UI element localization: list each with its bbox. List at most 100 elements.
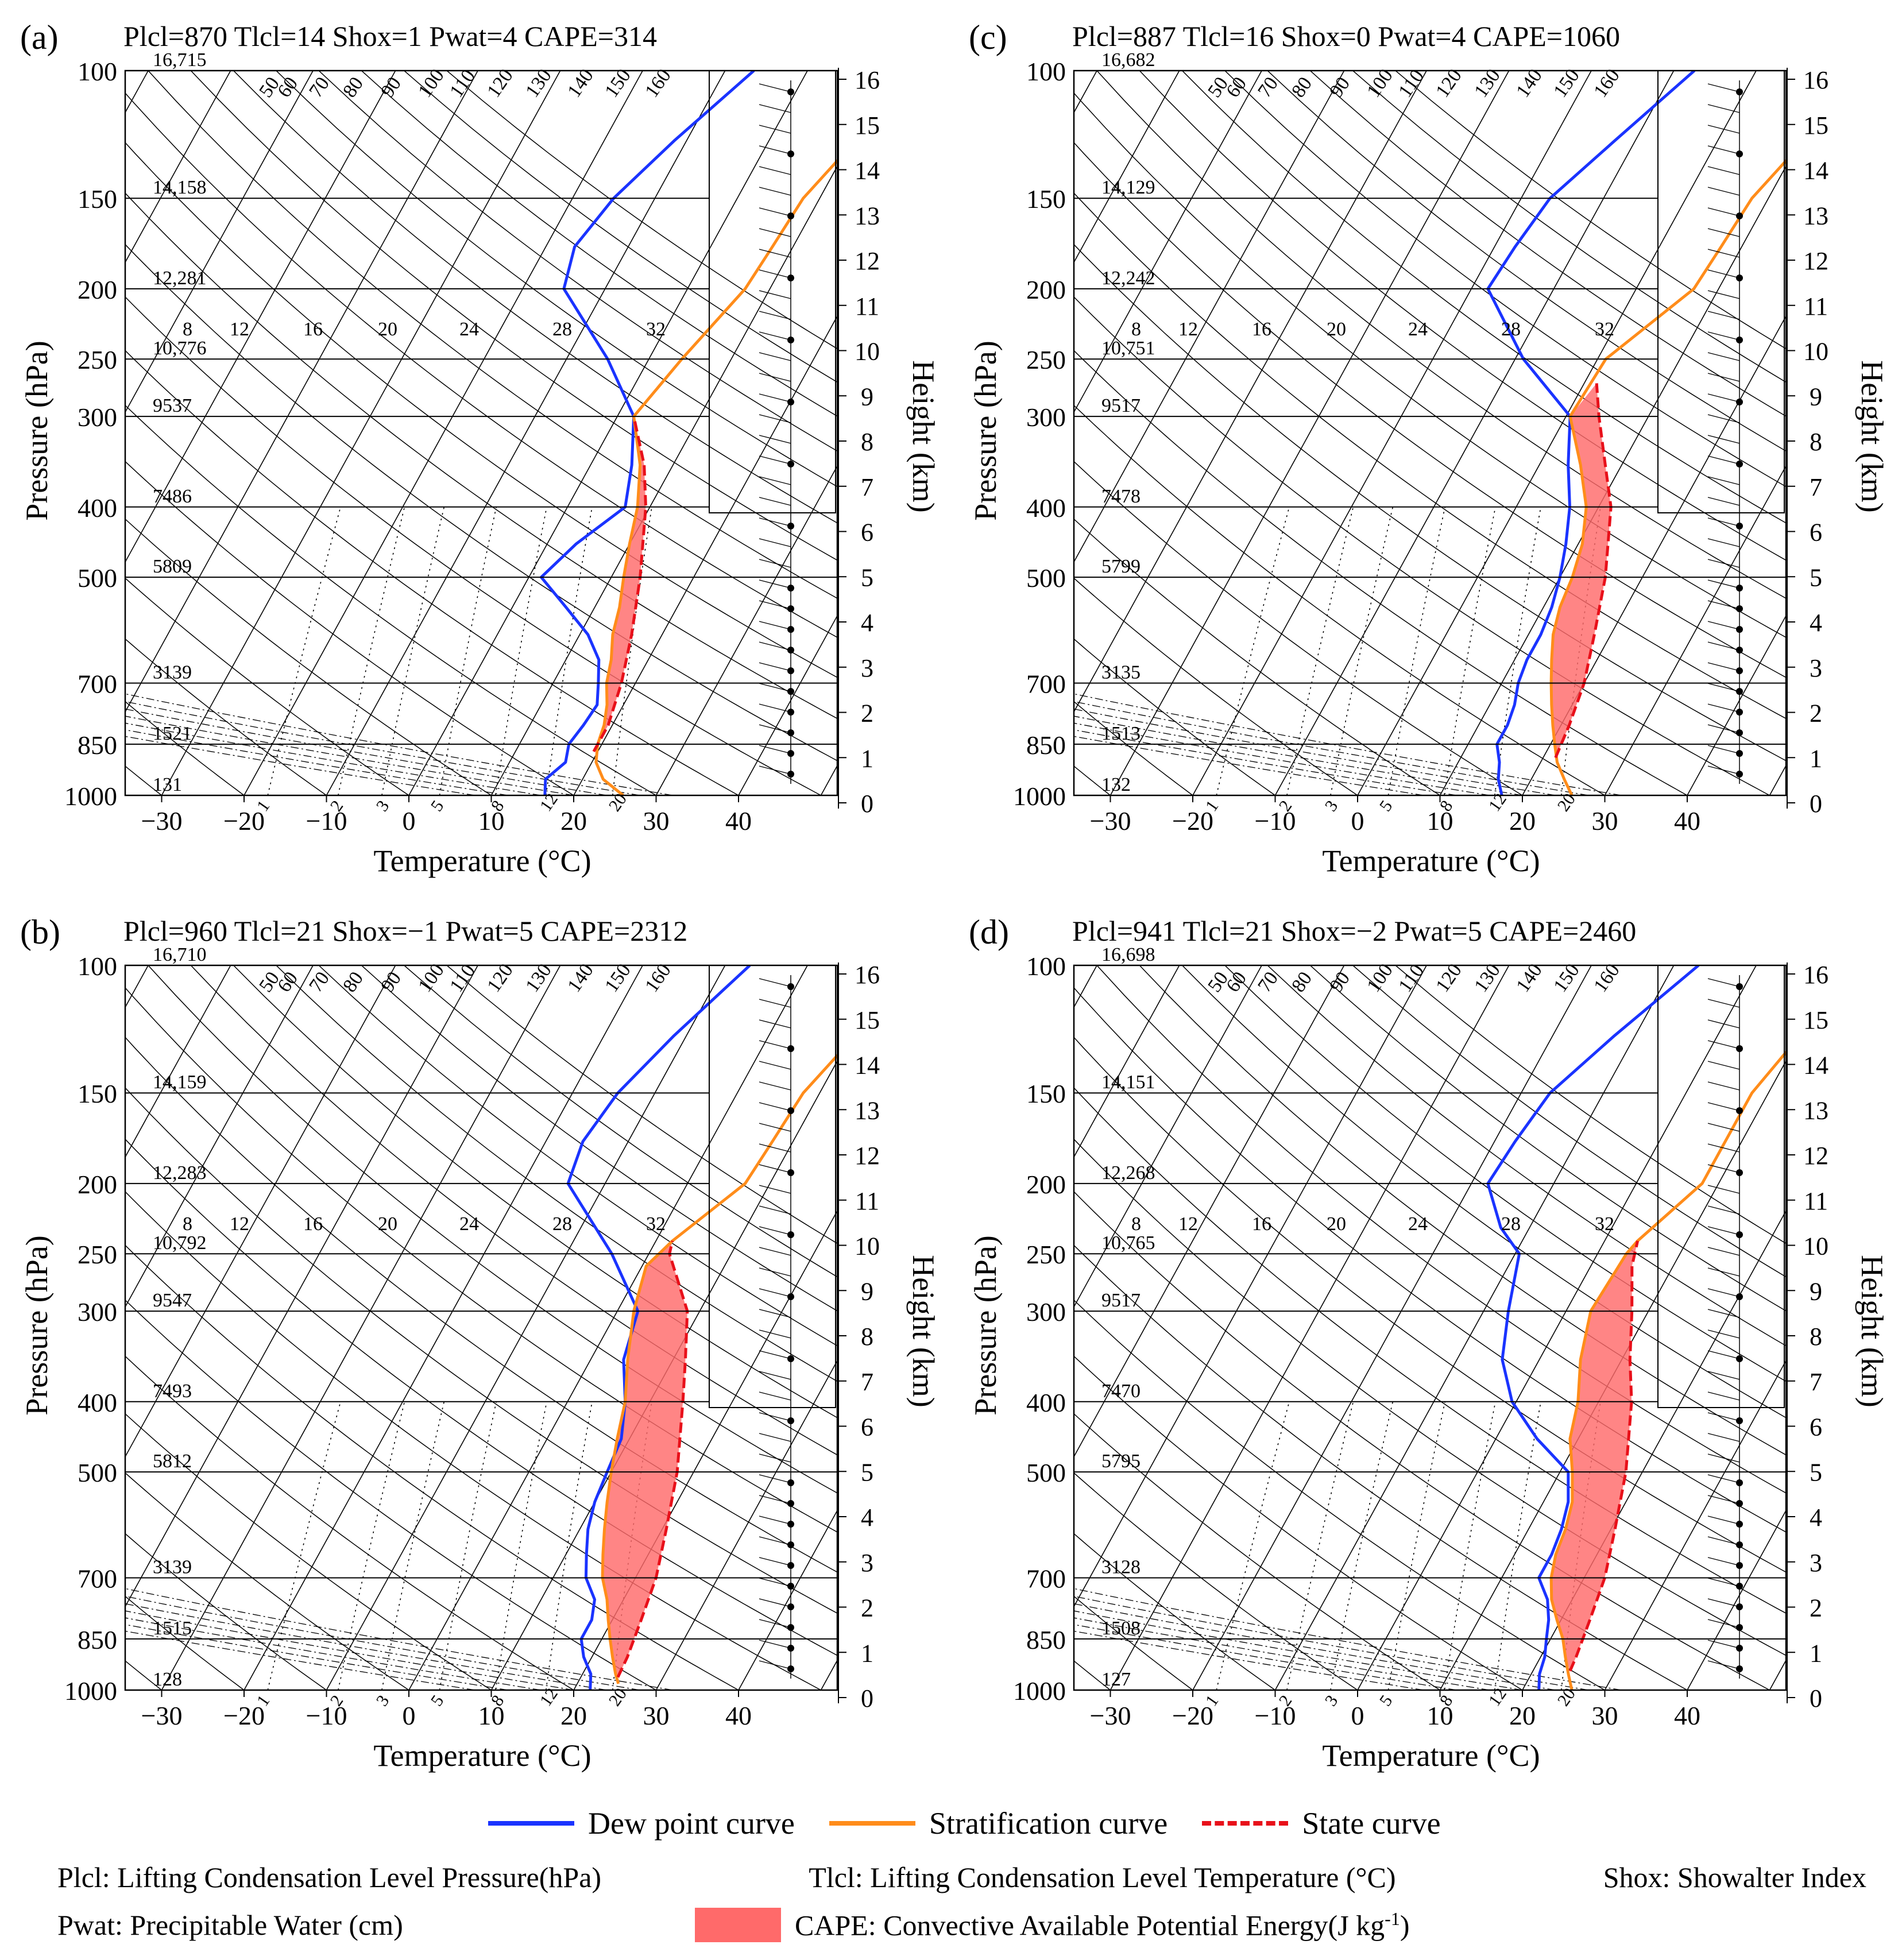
isotherm-line — [490, 165, 837, 795]
wind-barb — [759, 1474, 791, 1483]
wind-barb — [1707, 1474, 1740, 1483]
height-tick-label: 4 — [1810, 1503, 1822, 1532]
wind-barb — [1707, 1226, 1740, 1235]
mixing-ratio-label: 12 — [1485, 790, 1510, 815]
pressure-tick-label: 850 — [78, 730, 117, 760]
temp-tick-label: −20 — [223, 806, 265, 836]
x-axis-title: Temperature (°C) — [373, 1738, 591, 1773]
wind-barb — [1707, 1619, 1740, 1628]
geopotential-label: 12,281 — [153, 268, 207, 289]
wind-barb — [759, 1391, 791, 1401]
height-tick-label: 11 — [1804, 1187, 1828, 1215]
height-tick-label: 10 — [855, 1232, 880, 1261]
temp-tick-label: 30 — [643, 806, 670, 836]
x-axis-title: Temperature (°C) — [373, 844, 591, 878]
mixing-ratio-label: 20 — [1554, 1685, 1579, 1710]
height-tick-label: 14 — [1803, 1051, 1828, 1080]
height-tick-label: 15 — [1803, 111, 1828, 140]
geopotential-label: 127 — [1101, 1669, 1131, 1690]
wind-barb — [1707, 1371, 1740, 1380]
isotherm-line — [125, 71, 231, 264]
pressure-tick-label: 100 — [1026, 57, 1066, 86]
isotherm-line — [1687, 614, 1786, 795]
wind-barb — [759, 1640, 791, 1649]
isotherm-line — [1074, 965, 1262, 1308]
wind-barb — [1707, 104, 1740, 113]
wind-barb — [1707, 538, 1740, 547]
wind-barb — [759, 621, 791, 630]
geopotential-label: 1508 — [1101, 1618, 1141, 1639]
wind-barb — [759, 1329, 791, 1339]
y2-axis-title: Height (km) — [1855, 1255, 1889, 1407]
wind-barb — [1707, 766, 1740, 775]
height-tick-label: 13 — [855, 202, 880, 230]
moist-adiabat-label: 8 — [1131, 1213, 1141, 1235]
isotherm-line — [1274, 71, 1675, 795]
height-tick-label: 15 — [1803, 1006, 1828, 1034]
wind-barb — [1707, 579, 1740, 589]
isotherm-line — [820, 1659, 837, 1690]
dry-adiabat — [361, 71, 837, 417]
height-tick-label: 4 — [861, 1503, 873, 1532]
legend-shox: Shox: Showalter Index — [1603, 1861, 1866, 1893]
height-tick-label: 13 — [1803, 202, 1828, 230]
pressure-tick-label: 700 — [1026, 1564, 1066, 1594]
y-axis-title: Pressure (hPa) — [20, 341, 54, 520]
panel-label: (c) — [969, 18, 1007, 56]
wind-barb — [1707, 1185, 1740, 1194]
temp-tick-label: −30 — [141, 1701, 183, 1730]
temp-tick-label: 30 — [1592, 1701, 1618, 1730]
legend-cape-sup: -1 — [1385, 1908, 1400, 1929]
wind-barb — [1707, 311, 1740, 320]
wind-barb — [759, 559, 791, 568]
dry-adiabat — [125, 1190, 821, 1690]
isotherm-line — [125, 71, 478, 713]
wind-barb — [759, 1412, 791, 1421]
pressure-tick-label: 150 — [1026, 1079, 1066, 1108]
state-curve — [592, 416, 647, 752]
moist-adiabat — [125, 1617, 541, 1690]
wind-barb — [1707, 1019, 1740, 1029]
height-tick-label: 7 — [861, 1368, 873, 1396]
legend-state: State curve — [1202, 1806, 1441, 1841]
height-tick-label: 6 — [861, 519, 873, 547]
pressure-tick-label: 250 — [78, 1240, 117, 1269]
geopotential-label: 7478 — [1101, 486, 1141, 507]
wind-barb — [759, 703, 791, 713]
pressure-tick-label: 200 — [1026, 275, 1066, 304]
wind-barb — [1707, 1660, 1740, 1669]
moist-adiabat-label: 12 — [230, 319, 249, 340]
geopotential-label: 128 — [153, 1669, 182, 1690]
geopotential-label: 10,751 — [1101, 338, 1155, 359]
isotherm-line — [1604, 1359, 1786, 1690]
temp-tick-label: −30 — [1090, 1701, 1131, 1730]
height-tick-label: 5 — [861, 563, 873, 592]
plot-frame — [1073, 964, 1787, 1691]
height-tick-label: 10 — [1803, 1232, 1828, 1261]
wind-barb — [759, 311, 791, 320]
cape-swatch — [695, 1908, 781, 1942]
wind-barb — [759, 1143, 791, 1153]
moist-adiabat — [1074, 693, 1622, 795]
geopotential-label: 14,159 — [153, 1072, 207, 1093]
geopotential-label: 5795 — [1101, 1451, 1141, 1472]
wind-barb — [759, 600, 791, 609]
temp-tick-label: 40 — [1674, 806, 1700, 836]
isotherm-line — [369, 71, 767, 795]
dry-adiabat — [404, 965, 837, 1278]
wind-barb — [1707, 497, 1740, 506]
wind-barb — [1707, 1309, 1740, 1318]
height-tick-label: 12 — [1803, 1142, 1828, 1170]
wind-barb — [1707, 1516, 1740, 1525]
wind-barb — [759, 1102, 791, 1111]
isotherm-line — [1687, 1509, 1786, 1690]
isotherm-line — [1074, 71, 1427, 713]
moist-adiabat-label: 32 — [646, 319, 666, 340]
mixing-ratio-line — [495, 507, 547, 795]
mixing-ratio-line — [1444, 1401, 1496, 1690]
mixing-ratio-label: 3 — [373, 797, 393, 815]
pressure-tick-label: 150 — [78, 184, 117, 214]
height-tick-label: 8 — [861, 1323, 873, 1351]
wind-barb — [759, 166, 791, 175]
geopotential-label: 7486 — [153, 486, 192, 507]
